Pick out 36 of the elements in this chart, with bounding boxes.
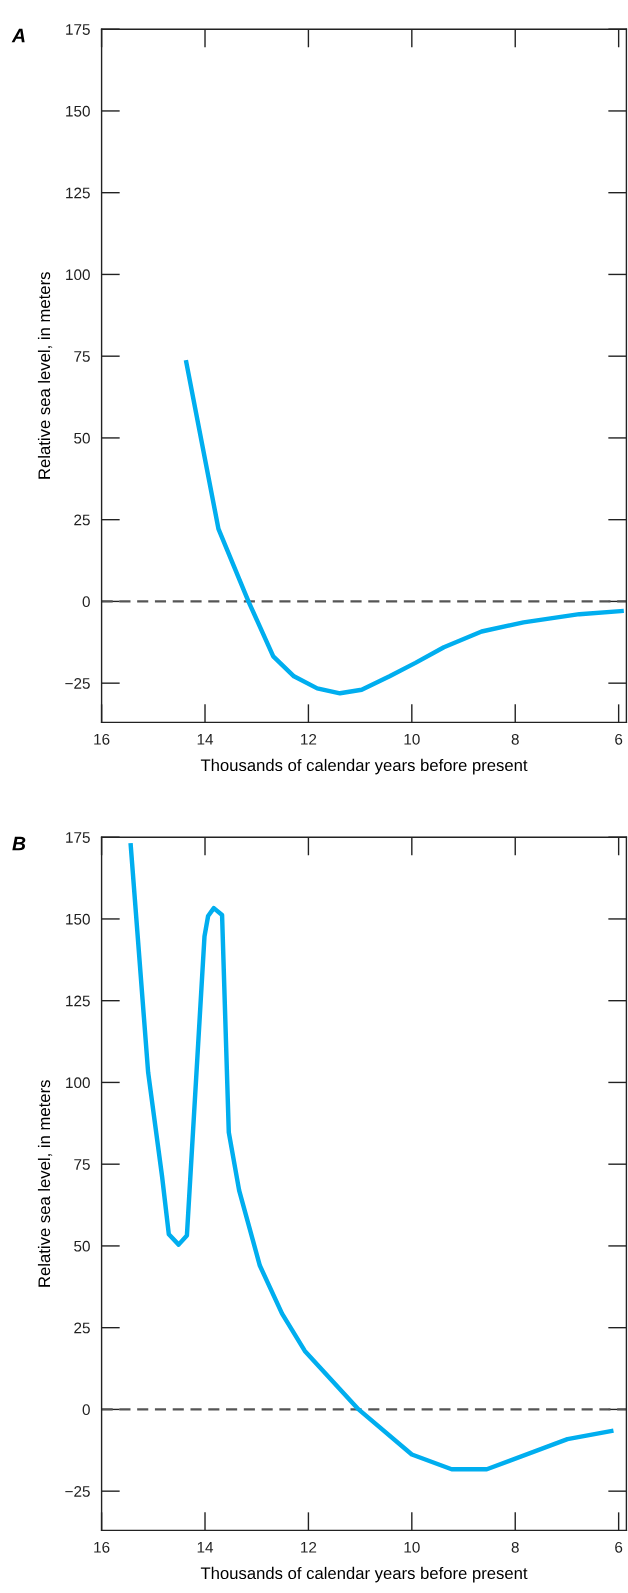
x-tick-label: 14 — [197, 1542, 214, 1553]
y-tick-label: 125 — [66, 187, 90, 199]
y-axis-title: Relative sea level, in meters — [37, 1080, 53, 1287]
x-tick-label: 10 — [404, 1541, 420, 1553]
y-tick-label: −25 — [65, 678, 90, 689]
y-tick-label: 175 — [66, 24, 90, 35]
y-tick-label: 100 — [66, 269, 90, 281]
y-tick-label: 25 — [74, 1322, 90, 1334]
y-tick-label: 100 — [66, 1077, 90, 1089]
chart-title: B — [12, 836, 26, 851]
y-tick-label: 25 — [74, 514, 90, 526]
x-tick-label: 16 — [94, 1541, 110, 1553]
y-tick-label: 150 — [66, 105, 90, 117]
y-tick-label: 125 — [66, 995, 90, 1007]
y-tick-label: 50 — [74, 432, 90, 444]
x-tick-label: 6 — [615, 1541, 623, 1553]
chart-title: A — [11, 28, 25, 43]
x-tick-label: 16 — [94, 733, 110, 745]
x-tick-label: 12 — [301, 1541, 317, 1553]
y-tick-label: 150 — [66, 913, 90, 925]
y-tick-label: 75 — [74, 1159, 90, 1170]
x-tick-label: 8 — [511, 733, 519, 745]
y-tick-label: 75 — [74, 351, 90, 362]
x-tick-label: 12 — [301, 733, 317, 745]
x-tick-label: 6 — [615, 733, 623, 745]
x-tick-label: 14 — [197, 734, 214, 745]
x-tick-label: 8 — [511, 1541, 519, 1553]
y-tick-label: 0 — [82, 1404, 90, 1416]
x-axis-title: Thousands of calendar years before present — [200, 758, 528, 775]
y-axis-title: Relative sea level, in meters — [37, 272, 53, 479]
x-axis-title: Thousands of calendar years before present — [200, 1566, 528, 1583]
y-tick-label: −25 — [65, 1486, 90, 1497]
y-tick-label: 0 — [82, 596, 90, 608]
y-tick-label: 50 — [74, 1240, 90, 1252]
x-tick-label: 10 — [404, 733, 420, 745]
y-tick-label: 175 — [66, 832, 90, 843]
